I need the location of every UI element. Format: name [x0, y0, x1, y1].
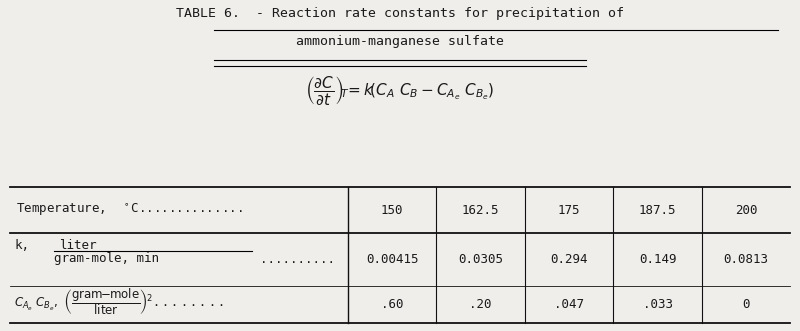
Text: 187.5: 187.5 — [639, 204, 677, 217]
Text: liter: liter — [59, 239, 97, 252]
Text: 0.00415: 0.00415 — [366, 253, 418, 266]
Text: 200: 200 — [735, 204, 758, 217]
Text: 0.294: 0.294 — [550, 253, 588, 266]
Text: .047: .047 — [554, 298, 584, 311]
Text: Temperature,  $^\circ$C..............: Temperature, $^\circ$C.............. — [16, 202, 242, 218]
Text: ..........: .......... — [260, 253, 335, 266]
Text: 0: 0 — [742, 298, 750, 311]
Text: 0.0305: 0.0305 — [458, 253, 503, 266]
Text: k,: k, — [14, 239, 30, 252]
Text: 175: 175 — [558, 204, 581, 217]
Text: .20: .20 — [470, 298, 492, 311]
Text: 150: 150 — [381, 204, 403, 217]
Text: gram-mole, min: gram-mole, min — [54, 252, 158, 265]
Text: TABLE 6.  - Reaction rate constants for precipitation of: TABLE 6. - Reaction rate constants for p… — [176, 7, 624, 20]
Text: 0.0813: 0.0813 — [724, 253, 769, 266]
Text: ammonium-manganese sulfate: ammonium-manganese sulfate — [296, 35, 504, 48]
Text: 0.149: 0.149 — [639, 253, 677, 266]
Text: .033: .033 — [642, 298, 673, 311]
Text: $\left(\dfrac{\partial C}{\partial t}\right)_{\!\!T}\! = k\!\left(C_A\ C_B - C_{: $\left(\dfrac{\partial C}{\partial t}\ri… — [306, 74, 494, 108]
Text: 162.5: 162.5 — [462, 204, 499, 217]
Text: .60: .60 — [381, 298, 403, 311]
Text: $C_{A_e}\ C_{B_e}$$,\ \left(\dfrac{\mathrm{gram\!\!-\!\!mole}}{\mathrm{liter}}\r: $C_{A_e}\ C_{B_e}$$,\ \left(\dfrac{\math… — [14, 286, 224, 316]
